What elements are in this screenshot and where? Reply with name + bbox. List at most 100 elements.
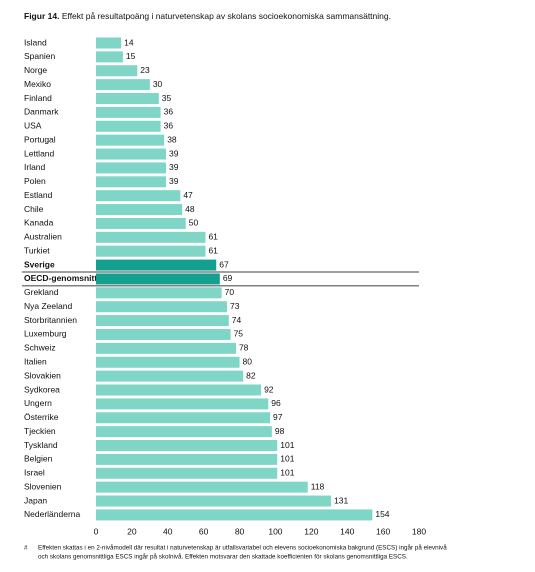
x-tick-label: 120: [304, 526, 318, 536]
x-tick-label: 180: [412, 526, 426, 536]
y-tick-label: Danmark: [24, 107, 59, 117]
footnote-symbol: #: [24, 545, 28, 552]
bar: [96, 273, 220, 285]
y-tick-label: Nederländerna: [24, 509, 81, 519]
bar: [96, 245, 206, 257]
value-label: 75: [234, 329, 244, 339]
value-label: 92: [264, 384, 274, 394]
value-label: 101: [280, 468, 294, 478]
y-tick-label: Kanada: [24, 218, 54, 228]
y-tick-label: Italien: [24, 356, 47, 366]
value-label: 30: [153, 79, 163, 89]
x-tick-label: 60: [199, 526, 209, 536]
value-label: 39: [169, 176, 179, 186]
bar: [96, 134, 165, 146]
y-tick-label: Nya Zeeland: [24, 301, 72, 311]
y-tick-label: Österrike: [24, 412, 59, 422]
y-tick-label: Sydkorea: [24, 384, 60, 394]
y-tick-label: Grekland: [24, 287, 59, 297]
x-tick-label: 140: [340, 526, 354, 536]
bar: [96, 148, 166, 160]
bar: [96, 509, 373, 521]
value-label: 67: [219, 259, 229, 269]
bar: [96, 204, 183, 216]
value-label: 39: [169, 148, 179, 158]
y-tick-label: Irland: [24, 162, 46, 172]
bar: [96, 93, 159, 105]
y-tick-label: Tjeckien: [24, 426, 56, 436]
bar: [96, 51, 123, 63]
y-tick-label: Lettland: [24, 148, 55, 158]
bar: [96, 426, 272, 438]
y-tick-label: Turkiet: [24, 245, 50, 255]
y-tick-label: Japan: [24, 495, 47, 505]
value-label: 154: [375, 509, 389, 519]
y-tick-label: Norge: [24, 65, 47, 75]
bar: [96, 370, 244, 382]
y-tick-label: Israel: [24, 468, 45, 478]
value-label: 78: [239, 343, 249, 353]
value-label: 48: [185, 204, 195, 214]
x-tick-label: 160: [376, 526, 390, 536]
x-tick-label: 40: [163, 526, 173, 536]
bar: [96, 315, 229, 327]
y-tick-label: OECD-genomsnitt: [24, 273, 97, 283]
footnote: och skolans genomsnittliga ESCS ingår på…: [38, 553, 408, 561]
bar: [96, 495, 332, 507]
value-label: 35: [162, 93, 172, 103]
bar: [96, 65, 138, 77]
value-label: 80: [243, 356, 253, 366]
y-tick-label: Slovenien: [24, 481, 62, 491]
y-tick-label: Tyskland: [24, 440, 58, 450]
bar: [96, 162, 166, 174]
bar: [96, 342, 236, 354]
value-label: 36: [164, 107, 174, 117]
value-label: 50: [189, 218, 199, 228]
value-label: 39: [169, 162, 179, 172]
value-label: 97: [273, 412, 283, 422]
y-tick-label: Spanien: [24, 51, 55, 61]
bar: [96, 412, 271, 424]
x-tick-label: 100: [268, 526, 282, 536]
value-label: 118: [311, 481, 325, 491]
value-label: 47: [183, 190, 193, 200]
bar: [96, 37, 122, 49]
y-tick-label: Island: [24, 37, 47, 47]
chart-title: Figur 14. Effekt på resultatpoäng i natu…: [24, 11, 391, 21]
value-label: 96: [271, 398, 281, 408]
y-tick-label: Slovakien: [24, 370, 61, 380]
bar: [96, 453, 278, 465]
x-tick-label: 80: [235, 526, 245, 536]
value-label: 82: [246, 370, 256, 380]
value-label: 101: [280, 440, 294, 450]
bar: [96, 328, 231, 340]
y-tick-label: Polen: [24, 176, 46, 186]
bar: [96, 356, 240, 368]
y-tick-label: USA: [24, 121, 42, 131]
y-tick-label: Australien: [24, 232, 62, 242]
y-tick-label: Storbritannien: [24, 315, 77, 325]
footnote: Effekten skattas i en 2-nivåmodell där r…: [38, 544, 447, 552]
y-tick-label: Belgien: [24, 454, 53, 464]
y-tick-label: Sverige: [24, 259, 55, 269]
value-label: 98: [275, 426, 285, 436]
value-label: 23: [140, 65, 150, 75]
y-tick-label: Finland: [24, 93, 52, 103]
value-label: 15: [126, 51, 136, 61]
value-label: 61: [208, 245, 218, 255]
bar: [96, 467, 278, 479]
bar: [96, 106, 161, 118]
value-label: 74: [232, 315, 242, 325]
value-label: 14: [124, 37, 134, 47]
bar: [96, 120, 161, 132]
y-tick-label: Ungern: [24, 398, 52, 408]
y-tick-label: Mexiko: [24, 79, 51, 89]
value-label: 69: [223, 273, 233, 283]
bar: [96, 217, 186, 229]
value-label: 101: [280, 454, 294, 464]
value-label: 61: [208, 232, 218, 242]
value-label: 70: [225, 287, 235, 297]
bar: [96, 287, 222, 299]
bar: [96, 301, 227, 313]
